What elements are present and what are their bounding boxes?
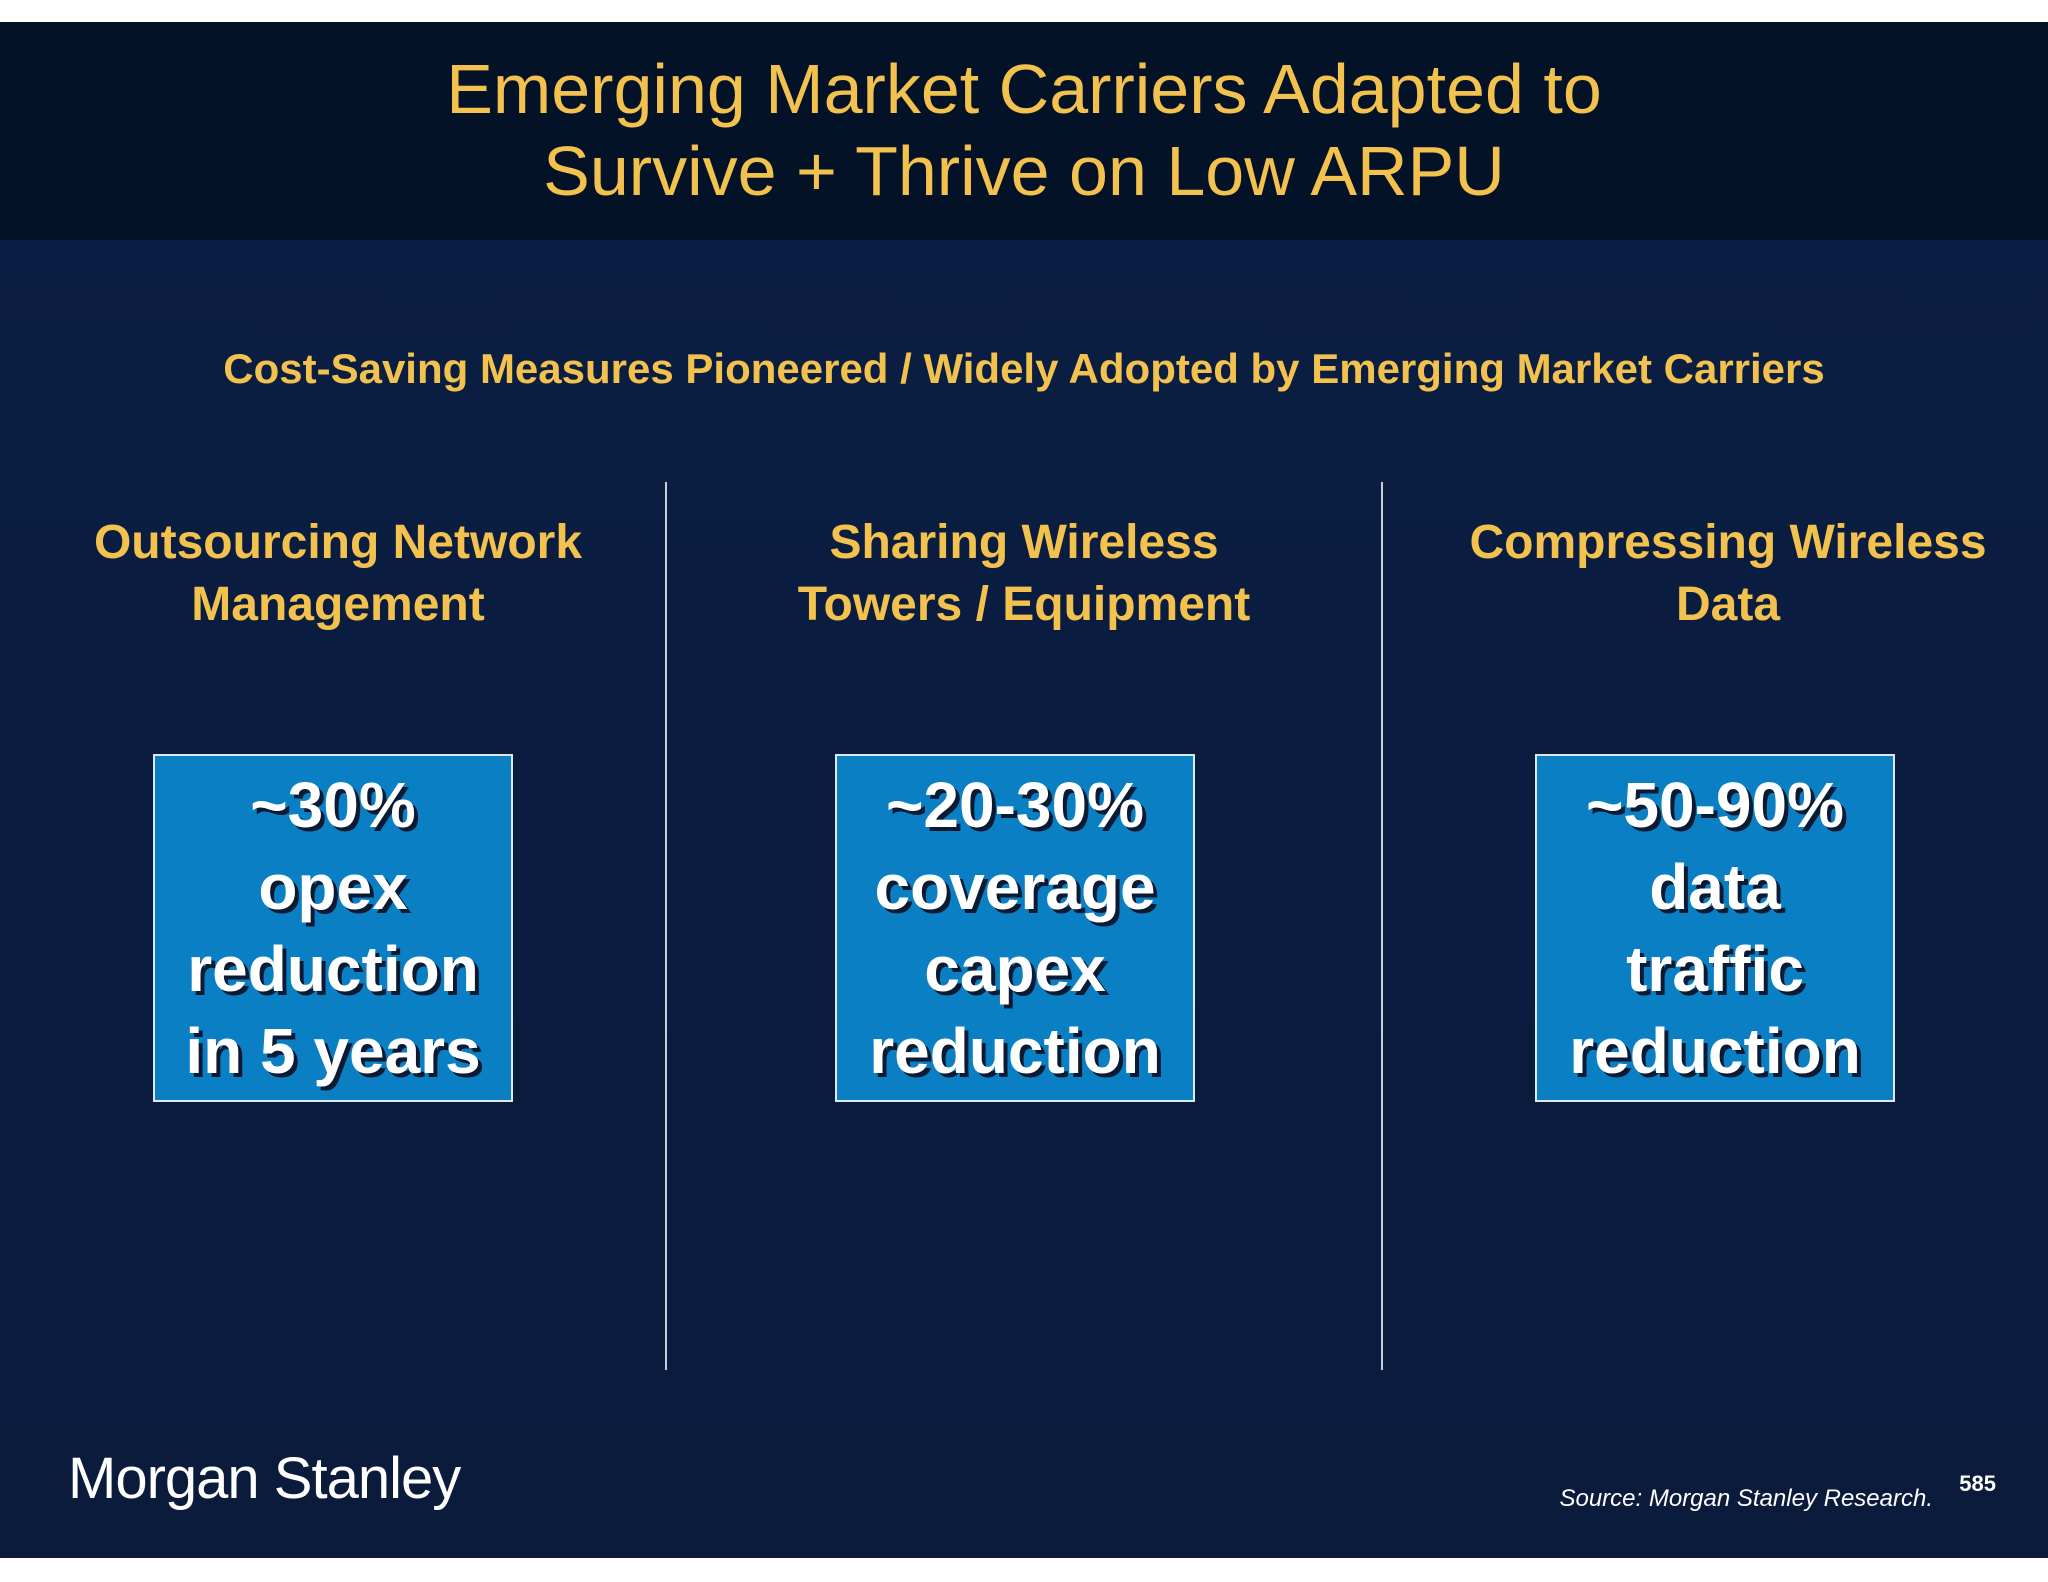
slide: Emerging Market Carriers Adapted to Surv…	[0, 22, 2048, 1558]
stat-line: capex	[924, 933, 1106, 1005]
column-heading-line: Compressing Wireless	[1469, 516, 1987, 569]
column-heading-line: Outsourcing Network	[93, 516, 583, 569]
stat-line: opex	[258, 851, 408, 923]
column-heading-outsourcing: Outsourcing Network Management	[18, 512, 658, 636]
stat-line: reduction	[187, 933, 479, 1005]
source-note: Source: Morgan Stanley Research.	[1559, 1485, 1933, 1512]
column-divider-1	[665, 482, 667, 1370]
column-heading-sharing: Sharing Wireless Towers / Equipment	[704, 512, 1344, 636]
stat-line: reduction	[1569, 1015, 1861, 1087]
stat-box-sharing: ~20-30% coverage capex reduction	[835, 754, 1195, 1102]
column-heading-line: Sharing Wireless	[829, 516, 1219, 569]
stat-line: in 5 years	[185, 1015, 481, 1087]
slide-subtitle: Cost-Saving Measures Pioneered / Widely …	[223, 345, 1825, 392]
stat-line: traffic	[1626, 933, 1804, 1005]
stat-line: coverage	[874, 851, 1156, 923]
column-heading-line: Data	[1675, 578, 1781, 631]
stat-line: ~30%	[250, 769, 416, 841]
stat-line: reduction	[869, 1015, 1161, 1087]
column-divider-2	[1381, 482, 1383, 1370]
morgan-stanley-logo: Morgan Stanley	[68, 1446, 461, 1511]
slide-title: Emerging Market Carriers Adapted to Surv…	[0, 48, 2048, 212]
column-heading-compressing: Compressing Wireless Data	[1408, 512, 2048, 636]
slide-title-line-2: Survive + Thrive on Low ARPU	[543, 132, 1505, 210]
column-heading-line: Management	[191, 578, 485, 631]
stat-line: ~50-90%	[1586, 769, 1844, 841]
title-band	[0, 22, 2048, 240]
slide-title-line-1: Emerging Market Carriers Adapted to	[446, 50, 1602, 128]
stat-box-outsourcing: ~30% opex reduction in 5 years	[153, 754, 513, 1102]
stat-line: data	[1649, 851, 1781, 923]
column-heading-line: Towers / Equipment	[797, 578, 1251, 631]
stat-line: ~20-30%	[886, 769, 1144, 841]
stat-box-compressing: ~50-90% data traffic reduction	[1535, 754, 1895, 1102]
page-number: 585	[1959, 1471, 1996, 1496]
